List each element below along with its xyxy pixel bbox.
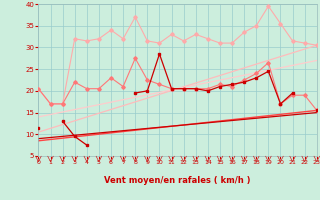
X-axis label: Vent moyen/en rafales ( km/h ): Vent moyen/en rafales ( km/h )	[104, 176, 251, 185]
